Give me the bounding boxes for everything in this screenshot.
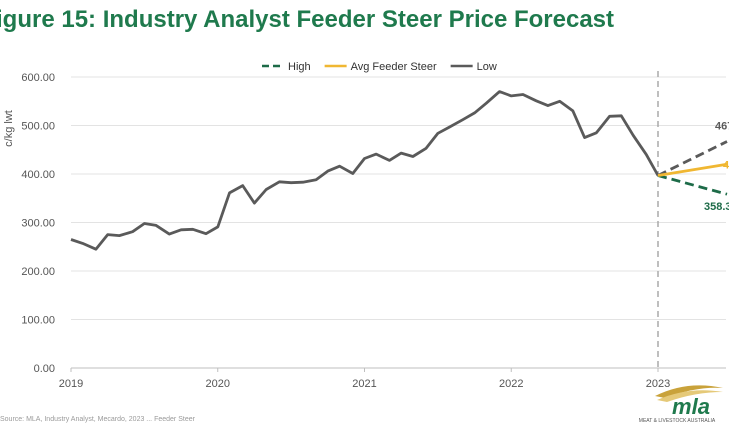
legend-label: High (288, 61, 311, 73)
legend: High Avg Feeder Steer Low (262, 61, 497, 73)
x-tick-label: 2019 (59, 378, 83, 390)
logo-subtext: MEAT & LIVESTOCK AUSTRALIA (639, 418, 716, 424)
chart-title: igure 15: Industry Analyst Feeder Steer … (0, 6, 615, 33)
y-tick-label: 300.00 (21, 218, 55, 230)
end-label-avg: 4 (723, 159, 729, 171)
y-axis-label: c/kg lwt (3, 110, 15, 147)
end-labels: 467 4 358.3 (704, 121, 729, 214)
axes: 0.00 100.00 200.00 300.00 400.00 500.00 600.00… (3, 71, 670, 390)
footnote: Source: MLA, Industry Analyst, Mecardo, … (0, 416, 195, 423)
y-tick-label: 0.00 (34, 363, 55, 375)
y-tick-label: 200.00 (21, 266, 55, 278)
forecast-avg-line (657, 162, 728, 177)
y-tick-label: 600.00 (21, 72, 55, 84)
history-line (70, 90, 660, 251)
gridlines (71, 76, 726, 369)
x-tick-label: 2020 (206, 378, 230, 390)
y-tick-label: 500.00 (21, 121, 55, 133)
mla-logo: mla MEAT & LIVESTOCK AUSTRALIA (627, 382, 727, 424)
forecast-low-line (657, 140, 728, 177)
logo-text: mla (672, 394, 710, 419)
x-tick-label: 2023 (646, 378, 670, 390)
end-label-low: 467 (715, 121, 729, 133)
y-tick-label: 100.00 (21, 315, 55, 327)
series-lines (70, 90, 728, 251)
legend-label: Low (477, 61, 497, 73)
x-tick-label: 2022 (499, 378, 523, 390)
end-label-high: 358.3 (704, 201, 729, 213)
x-tick-label: 2021 (352, 378, 376, 390)
legend-label: Avg Feeder Steer (351, 61, 437, 73)
y-tick-label: 400.00 (21, 169, 55, 181)
forecast-high-line (657, 174, 728, 196)
